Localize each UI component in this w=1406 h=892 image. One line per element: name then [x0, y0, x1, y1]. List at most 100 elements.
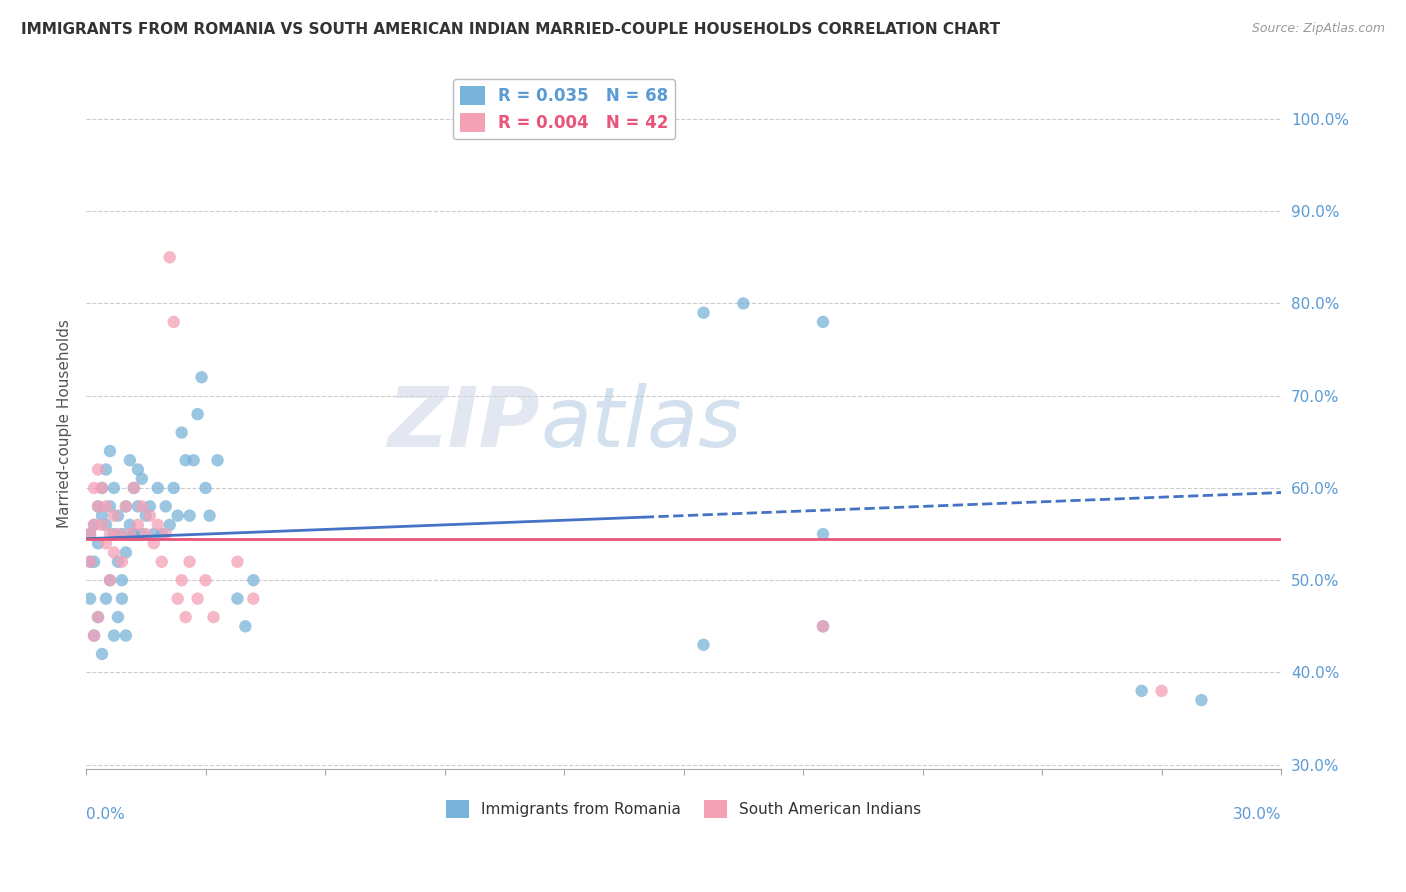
Point	[91, 481, 114, 495]
Point	[202, 610, 225, 624]
Point	[183, 453, 205, 467]
Point	[179, 555, 201, 569]
Point	[87, 610, 110, 624]
Point	[87, 462, 110, 476]
Point	[155, 527, 177, 541]
Point	[142, 527, 165, 541]
Point	[131, 527, 153, 541]
Point	[170, 425, 193, 440]
Point	[139, 500, 162, 514]
Point	[87, 500, 110, 514]
Point	[811, 527, 834, 541]
Point	[122, 481, 145, 495]
Point	[98, 573, 121, 587]
Point	[166, 591, 188, 606]
Text: 30.0%: 30.0%	[1233, 807, 1281, 822]
Point	[194, 573, 217, 587]
Point	[1191, 693, 1213, 707]
Point	[198, 508, 221, 523]
Point	[150, 555, 173, 569]
Point	[83, 628, 105, 642]
Point	[226, 555, 249, 569]
Point	[174, 453, 197, 467]
Point	[190, 370, 212, 384]
Point	[811, 619, 834, 633]
Point	[235, 619, 257, 633]
Point	[91, 508, 114, 523]
Point	[98, 500, 121, 514]
Point	[150, 527, 173, 541]
Text: ZIP: ZIP	[388, 383, 540, 464]
Point	[118, 453, 141, 467]
Point	[91, 481, 114, 495]
Point	[103, 508, 125, 523]
Point	[733, 296, 755, 310]
Point	[79, 555, 101, 569]
Point	[242, 591, 264, 606]
Point	[135, 527, 157, 541]
Point	[115, 500, 138, 514]
Point	[91, 647, 114, 661]
Point	[155, 500, 177, 514]
Point	[98, 444, 121, 458]
Point	[187, 591, 209, 606]
Point	[103, 527, 125, 541]
Point	[1130, 684, 1153, 698]
Point	[94, 536, 117, 550]
Point	[107, 610, 129, 624]
Point	[131, 500, 153, 514]
Point	[122, 481, 145, 495]
Point	[118, 517, 141, 532]
Point	[94, 500, 117, 514]
Point	[94, 462, 117, 476]
Point	[118, 527, 141, 541]
Point	[692, 306, 714, 320]
Point	[103, 481, 125, 495]
Point	[159, 250, 181, 264]
Point	[79, 555, 101, 569]
Point	[115, 500, 138, 514]
Point	[94, 517, 117, 532]
Point	[83, 481, 105, 495]
Point	[122, 527, 145, 541]
Point	[179, 508, 201, 523]
Y-axis label: Married-couple Households: Married-couple Households	[58, 319, 72, 528]
Point	[163, 481, 186, 495]
Point	[1150, 684, 1173, 698]
Text: IMMIGRANTS FROM ROMANIA VS SOUTH AMERICAN INDIAN MARRIED-COUPLE HOUSEHOLDS CORRE: IMMIGRANTS FROM ROMANIA VS SOUTH AMERICA…	[21, 22, 1000, 37]
Point	[111, 527, 134, 541]
Point	[79, 527, 101, 541]
Point	[135, 508, 157, 523]
Point	[159, 517, 181, 532]
Point	[87, 536, 110, 550]
Point	[122, 527, 145, 541]
Point	[111, 555, 134, 569]
Point	[83, 517, 105, 532]
Point	[98, 527, 121, 541]
Point	[242, 573, 264, 587]
Point	[811, 619, 834, 633]
Point	[103, 628, 125, 642]
Point	[79, 591, 101, 606]
Point	[187, 407, 209, 421]
Point	[163, 315, 186, 329]
Text: atlas: atlas	[540, 383, 742, 464]
Point	[79, 527, 101, 541]
Point	[83, 628, 105, 642]
Point	[166, 508, 188, 523]
Point	[811, 315, 834, 329]
Text: Source: ZipAtlas.com: Source: ZipAtlas.com	[1251, 22, 1385, 36]
Point	[127, 462, 149, 476]
Point	[194, 481, 217, 495]
Point	[107, 555, 129, 569]
Point	[94, 591, 117, 606]
Point	[107, 508, 129, 523]
Point	[107, 527, 129, 541]
Point	[146, 517, 169, 532]
Point	[127, 517, 149, 532]
Point	[146, 481, 169, 495]
Point	[115, 628, 138, 642]
Point	[83, 555, 105, 569]
Point	[87, 610, 110, 624]
Point	[692, 638, 714, 652]
